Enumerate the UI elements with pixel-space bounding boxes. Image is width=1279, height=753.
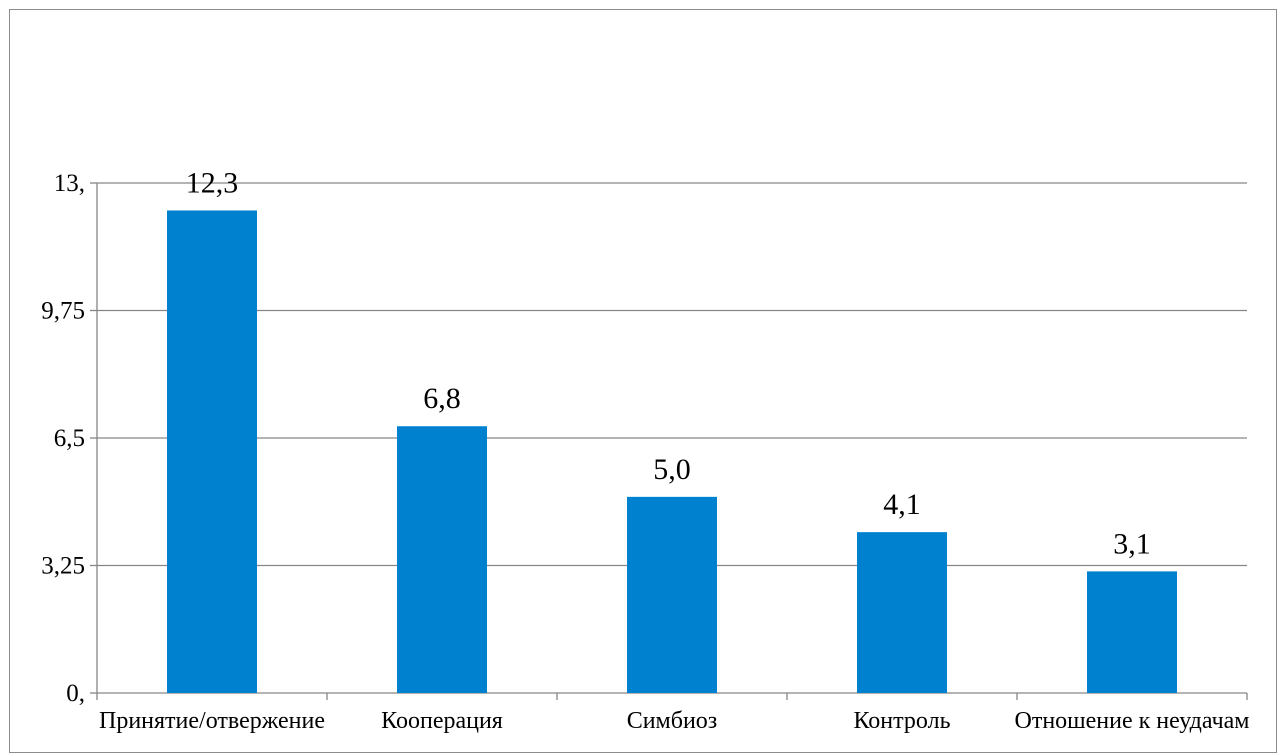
bar bbox=[857, 532, 947, 693]
labels: 0, 3,25 6,5 9,75 13, 12,3 Принятие/отвержение 6… bbox=[41, 166, 1249, 734]
data-label: 12,3 bbox=[186, 166, 239, 199]
bar bbox=[397, 426, 487, 693]
category-label: Принятие/отвержение bbox=[99, 708, 325, 734]
data-label: 5,0 bbox=[653, 453, 691, 486]
y-tick-label: 0, bbox=[66, 680, 85, 707]
data-label: 4,1 bbox=[883, 488, 921, 521]
y-tick-label: 13, bbox=[54, 170, 85, 197]
category-label: Отношение к неудачам bbox=[1015, 708, 1250, 734]
category-label: Контроль bbox=[853, 708, 950, 734]
data-label: 6,8 bbox=[423, 382, 461, 415]
category-label: Кооперация bbox=[381, 708, 503, 734]
category-label: Симбиоз bbox=[627, 708, 718, 734]
bar bbox=[627, 496, 717, 693]
y-tick-label: 6,5 bbox=[54, 425, 85, 452]
data-label: 3,1 bbox=[1113, 527, 1151, 560]
y-tick-label: 3,25 bbox=[41, 553, 85, 580]
y-tick-label: 9,75 bbox=[41, 298, 85, 325]
bar bbox=[167, 210, 257, 693]
bar bbox=[1087, 571, 1177, 693]
bars bbox=[167, 210, 1177, 693]
